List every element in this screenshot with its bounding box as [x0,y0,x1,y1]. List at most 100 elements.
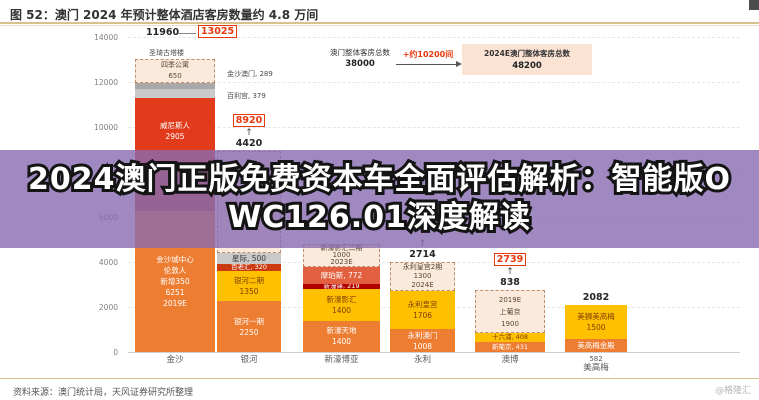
bar-total-label: 2714 [409,248,436,260]
rooms-increase-label: +约10200间 [402,50,454,59]
projection-label: 2024E [411,280,434,289]
bar-segment: 银河一期 2250 [217,301,281,352]
watermark-text-line1: 2024澳门正版免费资本车全面评估解析：智能版O [25,159,733,200]
bar-segment-label: 美狮美高梅 [577,312,615,322]
bar-segment: 美狮美高梅 1500 [565,305,627,339]
bar-segment: 百老汇, 320 [217,262,281,271]
bar-segment: 新濠影汇 1400 [303,289,380,321]
bar-segment: 银河二期 1350 [217,271,281,302]
bar-category: 金沙 [123,355,227,365]
bar-segment-label: 永利皇宫 [407,300,438,310]
bar-segment-label: 新葡京, 431 [491,342,529,351]
projection-label: 2019E [498,295,522,304]
bar-segment-label: 摩珀斯, 772 [320,270,363,280]
chart-annotation: 11960 [146,27,180,38]
bar-segment-label: 伦敦人 [163,266,187,276]
bar-segment-label: 百老汇, 320 [230,262,268,271]
bar-total-labels: 2082 [553,292,639,303]
projection-label: 1300 [413,271,432,280]
current-rooms-value: 38000 [345,59,375,69]
bar-total-label: 2739 [493,253,527,267]
bar-segment: 永利澳门 1008 [390,329,455,352]
watermark-overlay-band: 2024澳门正版免费资本车全面评估解析：智能版O WC126.01深度解读 [0,150,759,248]
chart-annotation: 金沙澳门, 289 [227,70,273,78]
bar-category: 新濠博亚 [291,355,392,365]
gridline [128,37,740,38]
bar-segment-label: 1008 [412,341,433,351]
bar-category-label: 美高梅 [583,363,609,373]
bar-segment-label: 1400 [331,337,352,347]
bar-segment-label: 1350 [239,287,259,297]
bar-segment-label: 新增350 [160,277,190,287]
y-axis-tick-label: 10000 [94,123,118,132]
chart-annotation: 圣琦古塔楼 [149,49,184,57]
bar-category: 澳博 [463,355,557,365]
bar-segment: 新濠天地 1400 [303,320,380,352]
bar-segment-label: 2905 [165,131,185,141]
bar-segment-label: 新濠影汇 [326,294,357,304]
bar-segment-label: 美高梅金殿 [577,340,615,350]
bar-segment: 新葡京, 431 [475,342,545,352]
projected-rooms-label: 2024E澳门整体客房总数 [484,49,570,58]
bar-segment-label: 星际, 500 [231,253,267,263]
bar-segment: 美高梅金殿 [565,338,627,352]
bar-segment-label: 1706 [412,311,433,321]
bar-segment-label: 新濠锋, 219 [323,282,360,291]
projection-label: 1000 [332,250,351,259]
bar-segment: 星际, 500 [217,252,281,264]
bar-segment [135,82,215,90]
projection-label: 永利皇宫2期 [402,262,443,271]
dashed-projection-box: 2019E 上葡京 1900 [475,290,545,334]
bar-category-label: 永利 [413,355,431,365]
bar-segment: 十六浦, 408 [475,333,545,343]
x-axis-line [128,352,740,353]
chart-annotation: 百利宫, 379 [227,92,266,100]
up-arrow-icon: ↑ [506,267,514,278]
title-divider-light [0,25,759,26]
projected-rooms-value: 48200 [512,61,542,71]
bar-segment-label: 2019E [163,299,187,309]
dashed-projection-box: 永利皇宫2期 1300 2024E [390,261,455,291]
current-rooms-label: 澳门整体客房总数 [330,48,390,57]
bar-segment: 永利皇宫 1706 [390,290,455,330]
up-arrow-icon: ↑ [245,128,253,139]
bar-total-label: 8920 [232,114,266,128]
bar-total-labels: 8920 ↑ 4420 [205,114,293,149]
bar-segment-label: 1400 [331,305,352,315]
bar-segment-label: 银河一期 [234,316,264,326]
bar-total-label: 2082 [582,292,610,304]
y-axis-tick-label: 4000 [98,258,118,267]
bar-total-labels: 2739 ↑ 838 [463,253,557,288]
projection-label: 上葡京 [499,307,521,316]
bar-segment-label: 2250 [239,327,259,337]
title-divider [0,22,759,24]
projected-rooms-box: 2024E澳门整体客房总数 48200 [462,44,592,75]
projection-label: 1900 [501,319,519,328]
bar-segment-label: 永利澳门 [407,330,438,340]
segment-value-label: 582 [589,355,603,363]
bar-category: 永利 [378,355,467,365]
bar-segment: 摩珀斯, 772 [303,266,380,285]
figure-title: 图 52：澳门 2024 年预计整体酒店客房数量约 4.8 万间 [10,8,319,22]
bar-category-label: 新濠博亚 [324,355,359,365]
footer-divider [0,378,759,379]
bar-segment-label: 1500 [586,323,606,333]
bar-category: 582 美高梅 [553,355,639,373]
corner-mark-icon [749,0,759,10]
bar-segment [135,89,215,98]
projection-label: 650 [168,71,182,80]
data-source-note: 资料来源：澳门统计局，天风证券研究所整理 [13,388,194,398]
bar-segment-label: 新濠天地 [326,326,357,336]
y-axis-tick-label: 0 [113,348,118,357]
bar-total-label: 4420 [235,138,263,150]
annotation-connector-line [178,33,196,34]
bar-category-label: 银河 [240,355,258,365]
right-arrow-icon [396,61,462,67]
projection-label: 2023E [330,257,353,266]
y-axis-tick-label: 14000 [94,33,118,42]
bar-segment-label: 威尼斯人 [160,120,190,130]
bar-segment-label: 银河二期 [234,276,264,286]
gridline [128,127,740,128]
y-axis-tick-label: 2000 [98,303,118,312]
